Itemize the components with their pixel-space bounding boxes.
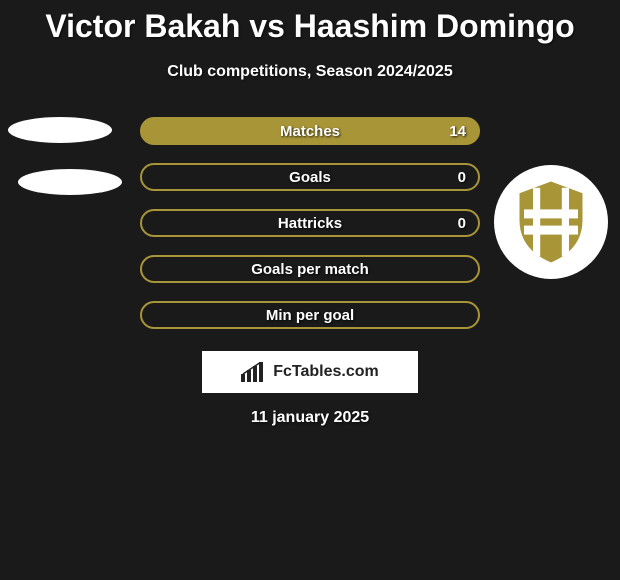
brand-label: FcTables.com xyxy=(241,362,379,382)
player-left-avatar-1 xyxy=(8,117,112,143)
stat-value-right: 14 xyxy=(449,123,466,140)
stat-row-hattricks: Hattricks 0 xyxy=(140,209,480,237)
stat-value-right: 0 xyxy=(458,215,466,232)
stat-label: Min per goal xyxy=(266,307,354,324)
stat-value-right: 0 xyxy=(458,169,466,186)
player-left-avatar-2 xyxy=(18,169,122,195)
stat-row-min-per-goal: Min per goal xyxy=(140,301,480,329)
page-subtitle: Club competitions, Season 2024/2025 xyxy=(0,63,620,81)
brand-box[interactable]: FcTables.com xyxy=(202,351,418,393)
svg-text:FC: FC xyxy=(540,194,562,212)
page-title: Victor Bakah vs Haashim Domingo xyxy=(0,0,620,45)
stats-area: FC Matches 14 Goals 0 Hattricks 0 Goals … xyxy=(0,117,620,427)
club-logo-right: FC xyxy=(494,165,608,279)
stat-row-goals-per-match: Goals per match xyxy=(140,255,480,283)
stat-label: Hattricks xyxy=(278,215,342,232)
stat-label: Goals xyxy=(289,169,331,186)
stat-label: Goals per match xyxy=(251,261,369,278)
stat-row-matches: Matches 14 xyxy=(140,117,480,145)
bar-chart-icon xyxy=(241,362,269,382)
stat-rows: Matches 14 Goals 0 Hattricks 0 Goals per… xyxy=(140,117,480,329)
brand-text: FcTables.com xyxy=(273,363,379,381)
stat-row-goals: Goals 0 xyxy=(140,163,480,191)
club-crest-icon: FC xyxy=(506,177,596,267)
stat-label: Matches xyxy=(280,123,340,140)
date-label: 11 january 2025 xyxy=(0,409,620,427)
